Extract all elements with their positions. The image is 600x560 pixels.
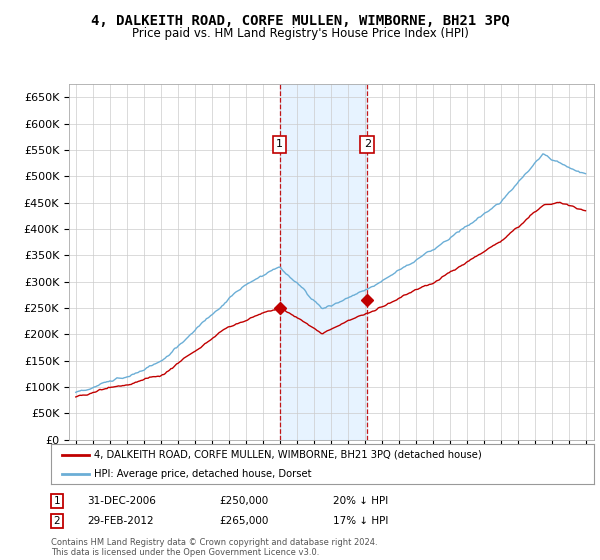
Text: 1: 1 [276,139,283,150]
Text: HPI: Average price, detached house, Dorset: HPI: Average price, detached house, Dors… [94,469,312,479]
Text: Contains HM Land Registry data © Crown copyright and database right 2024.
This d: Contains HM Land Registry data © Crown c… [51,538,377,557]
Text: 4, DALKEITH ROAD, CORFE MULLEN, WIMBORNE, BH21 3PQ: 4, DALKEITH ROAD, CORFE MULLEN, WIMBORNE… [91,14,509,28]
Text: 4, DALKEITH ROAD, CORFE MULLEN, WIMBORNE, BH21 3PQ (detached house): 4, DALKEITH ROAD, CORFE MULLEN, WIMBORNE… [94,450,482,460]
Text: £250,000: £250,000 [219,496,268,506]
Text: Price paid vs. HM Land Registry's House Price Index (HPI): Price paid vs. HM Land Registry's House … [131,27,469,40]
Text: 20% ↓ HPI: 20% ↓ HPI [333,496,388,506]
Text: £265,000: £265,000 [219,516,268,526]
Text: 31-DEC-2006: 31-DEC-2006 [87,496,156,506]
Text: 29-FEB-2012: 29-FEB-2012 [87,516,154,526]
Text: 2: 2 [364,139,371,150]
Text: 17% ↓ HPI: 17% ↓ HPI [333,516,388,526]
Text: 2: 2 [53,516,61,526]
Text: 1: 1 [53,496,61,506]
